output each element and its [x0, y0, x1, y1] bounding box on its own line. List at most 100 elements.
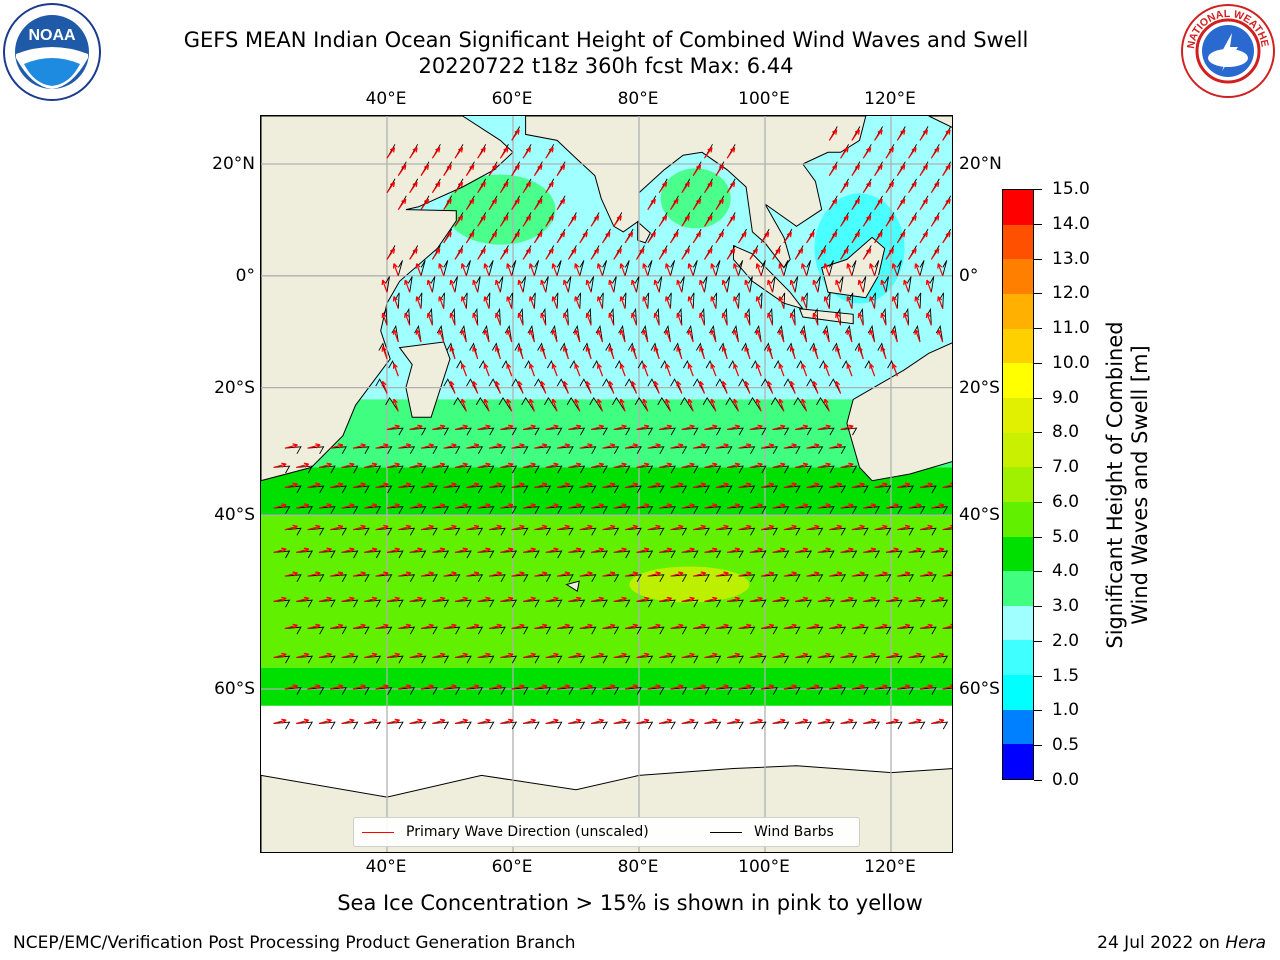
wind-barb — [568, 506, 586, 514]
wind-barb — [352, 446, 370, 455]
wave-arrow — [529, 263, 535, 277]
wind-barb — [670, 485, 688, 494]
wind-barb — [462, 292, 468, 309]
wave-arrow — [783, 443, 797, 449]
wave-arrow — [420, 482, 434, 488]
wind-barb — [375, 485, 393, 494]
wind-barb — [489, 527, 506, 536]
colorbar-segment — [1003, 640, 1033, 676]
wave-arrow — [533, 231, 543, 244]
wind-barb — [568, 550, 586, 559]
wave-arrow — [499, 146, 509, 159]
wave-arrow — [919, 198, 928, 210]
east-asia-fragment — [928, 116, 952, 128]
noaa-logo: NOAA — [3, 3, 101, 101]
wave-arrow — [574, 363, 581, 377]
colorbar-tick-label: 3.0 — [1052, 596, 1080, 617]
wave-arrow — [692, 231, 702, 244]
wave-arrow — [794, 248, 804, 260]
wind-barb — [908, 550, 926, 559]
wave-arrow — [545, 652, 559, 659]
wave-arrow — [296, 596, 310, 603]
wind-barb — [589, 276, 595, 293]
wind-barb — [591, 655, 608, 664]
chart-subtitle: 20220722 t18z 360h fcst Max: 6.44 — [418, 54, 794, 78]
colorbar-tick-label: 12.0 — [1052, 283, 1090, 304]
wave-arrow — [862, 215, 872, 227]
colorbar-segment — [1003, 363, 1033, 398]
wave-arrow — [488, 198, 498, 210]
wave-arrow — [874, 164, 883, 176]
wave-arrow — [767, 312, 774, 326]
wind-barb — [715, 687, 733, 695]
wave-arrow — [477, 181, 486, 194]
wave-arrow — [942, 571, 952, 577]
wave-arrow — [885, 181, 894, 194]
wave-arrow — [749, 503, 763, 509]
wave-arrow — [420, 623, 434, 630]
wave-arrow — [636, 718, 650, 725]
wave-arrow — [597, 263, 604, 277]
wave-arrow — [778, 263, 785, 277]
wave-arrow — [897, 524, 911, 531]
wind-barb — [942, 528, 952, 531]
footer-credit: NCEP/EMC/Verification Post Processing Pr… — [13, 933, 576, 953]
wind-barb — [625, 527, 642, 536]
wind-barb — [386, 655, 404, 664]
wave-arrow — [670, 231, 679, 244]
wave-arrow — [454, 462, 468, 468]
wind-barb — [874, 687, 892, 695]
wind-barb — [602, 378, 615, 394]
colorbar-tick-label: 0.0 — [1052, 770, 1080, 790]
wind-barb — [908, 599, 926, 608]
wind-barb — [851, 574, 869, 583]
wave-arrow — [681, 652, 695, 659]
wave-arrow — [511, 231, 520, 244]
wind-barb — [598, 292, 604, 309]
colorbar-tick-label: 7.0 — [1052, 457, 1080, 478]
wave-arrow — [273, 596, 287, 603]
wind-barb — [748, 276, 753, 293]
wind-barb — [330, 527, 348, 536]
wind-barb — [591, 506, 608, 514]
wind-barb — [806, 260, 812, 276]
wave-arrow — [307, 684, 321, 690]
wave-arrow — [613, 596, 627, 603]
wind-barb — [409, 506, 427, 514]
wind-barb — [409, 550, 427, 559]
wind-barb — [557, 687, 574, 695]
lon-tick-bottom: 80°E — [617, 857, 659, 877]
wave-arrow — [851, 129, 860, 141]
wind-barb — [477, 721, 495, 730]
wave-arrow — [828, 164, 838, 176]
wave-arrow — [534, 571, 548, 577]
wave-arrow — [392, 296, 399, 309]
wave-arrow — [749, 424, 763, 431]
wind-barb — [704, 427, 722, 436]
wave-arrow — [522, 248, 532, 260]
wind-barb — [330, 574, 348, 583]
wind-barb — [829, 626, 847, 635]
wave-arrow — [392, 363, 399, 377]
wave-arrow — [919, 623, 933, 630]
wind-barb — [284, 527, 302, 536]
wave-arrow — [619, 296, 626, 309]
wave-arrow — [533, 198, 543, 210]
colorbar-segment — [1003, 432, 1033, 468]
wave-arrow — [273, 652, 287, 659]
wave-arrow — [590, 652, 605, 659]
colorbar-tick-label: 2.0 — [1052, 630, 1080, 651]
colorbar-tick-label: 1.0 — [1052, 700, 1080, 721]
colorbar-tick-mark — [1034, 362, 1042, 364]
wind-barb — [330, 446, 348, 455]
wave-arrow — [642, 398, 649, 412]
wave-arrow — [488, 524, 502, 531]
wave-arrow — [840, 503, 854, 509]
wind-barb — [670, 687, 688, 695]
colorbar-tick-label: 11.0 — [1052, 318, 1090, 339]
wave-arrow — [540, 380, 547, 394]
wave-arrow — [420, 198, 430, 210]
wind-barb — [432, 465, 450, 474]
wave-arrow — [647, 571, 661, 577]
colorbar-segment — [1003, 675, 1033, 710]
